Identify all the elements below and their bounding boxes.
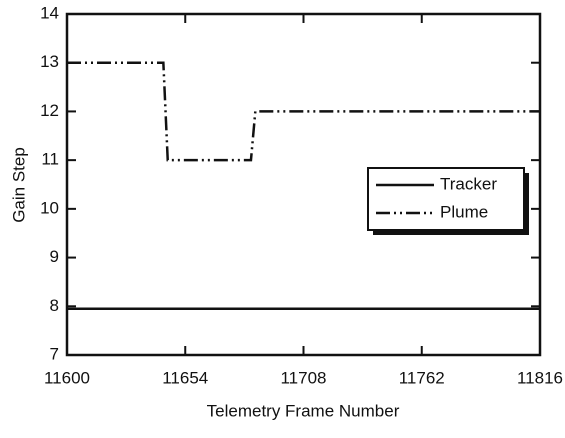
legend-box bbox=[367, 167, 525, 231]
y-axis-label: Gain Step bbox=[9, 147, 28, 223]
y-tick-label: 10 bbox=[40, 198, 59, 217]
y-tick-label: 13 bbox=[40, 52, 59, 71]
x-axis-label: Telemetry Frame Number bbox=[207, 401, 400, 420]
x-tick-label: 11762 bbox=[399, 368, 445, 387]
x-tick-label: 11654 bbox=[162, 368, 208, 387]
x-tick-label: 11816 bbox=[517, 368, 563, 387]
series-line bbox=[67, 61, 540, 162]
y-tick-label: 7 bbox=[50, 344, 59, 363]
y-tick-label: 11 bbox=[41, 150, 59, 169]
y-tick-label: 12 bbox=[40, 101, 59, 120]
legend-label: Tracker bbox=[440, 174, 497, 193]
y-tick-label: 8 bbox=[50, 296, 59, 315]
y-tick-label: 14 bbox=[40, 3, 59, 22]
x-tick-label: 11708 bbox=[280, 368, 326, 387]
x-tick-label: 11600 bbox=[44, 368, 90, 387]
y-tick-label: 9 bbox=[50, 247, 59, 266]
legend-label: Plume bbox=[440, 202, 488, 221]
